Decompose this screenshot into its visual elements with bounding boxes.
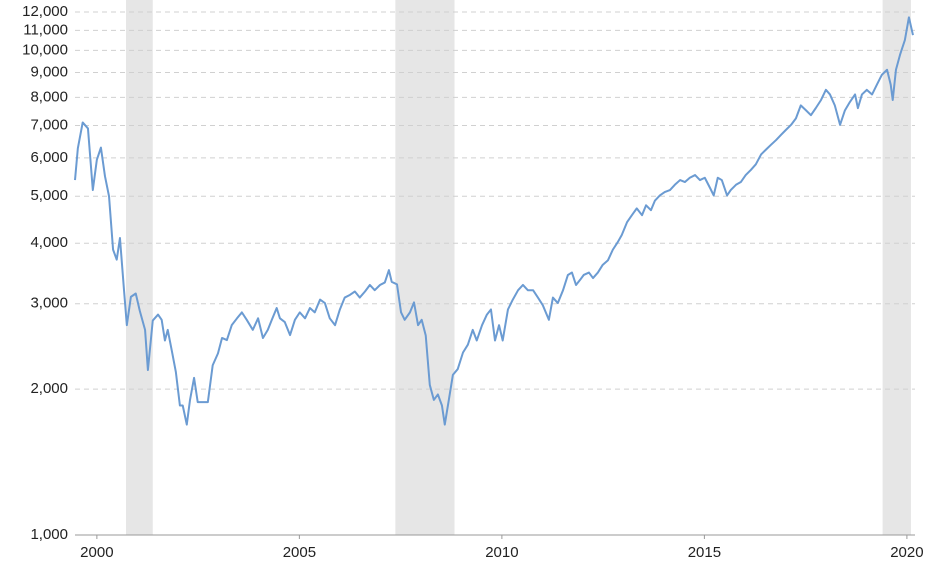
y-tick-label: 8,000 [30,88,68,105]
y-tick-label: 5,000 [30,187,68,204]
y-tick-label: 4,000 [30,234,68,251]
y-tick-label: 12,000 [22,3,68,20]
y-tick-label: 2,000 [30,380,68,397]
y-tick-label: 11,000 [23,21,68,38]
y-tick-label: 6,000 [30,149,68,166]
x-tick-label: 2020 [890,544,923,561]
y-tick-label: 3,000 [30,295,68,312]
y-tick-label: 1,000 [30,526,68,543]
y-tick-label: 7,000 [30,116,68,133]
data-line [74,16,914,426]
recession-band [126,0,153,535]
x-tick-label: 2005 [283,544,316,561]
x-tick-label: 2000 [80,544,113,561]
y-tick-label: 9,000 [30,64,68,81]
x-tick-label: 2010 [485,544,518,561]
y-tick-label: 10,000 [22,41,68,58]
recession-band [395,0,455,535]
recession-band [882,0,911,535]
x-tick-label: 2015 [688,544,721,561]
